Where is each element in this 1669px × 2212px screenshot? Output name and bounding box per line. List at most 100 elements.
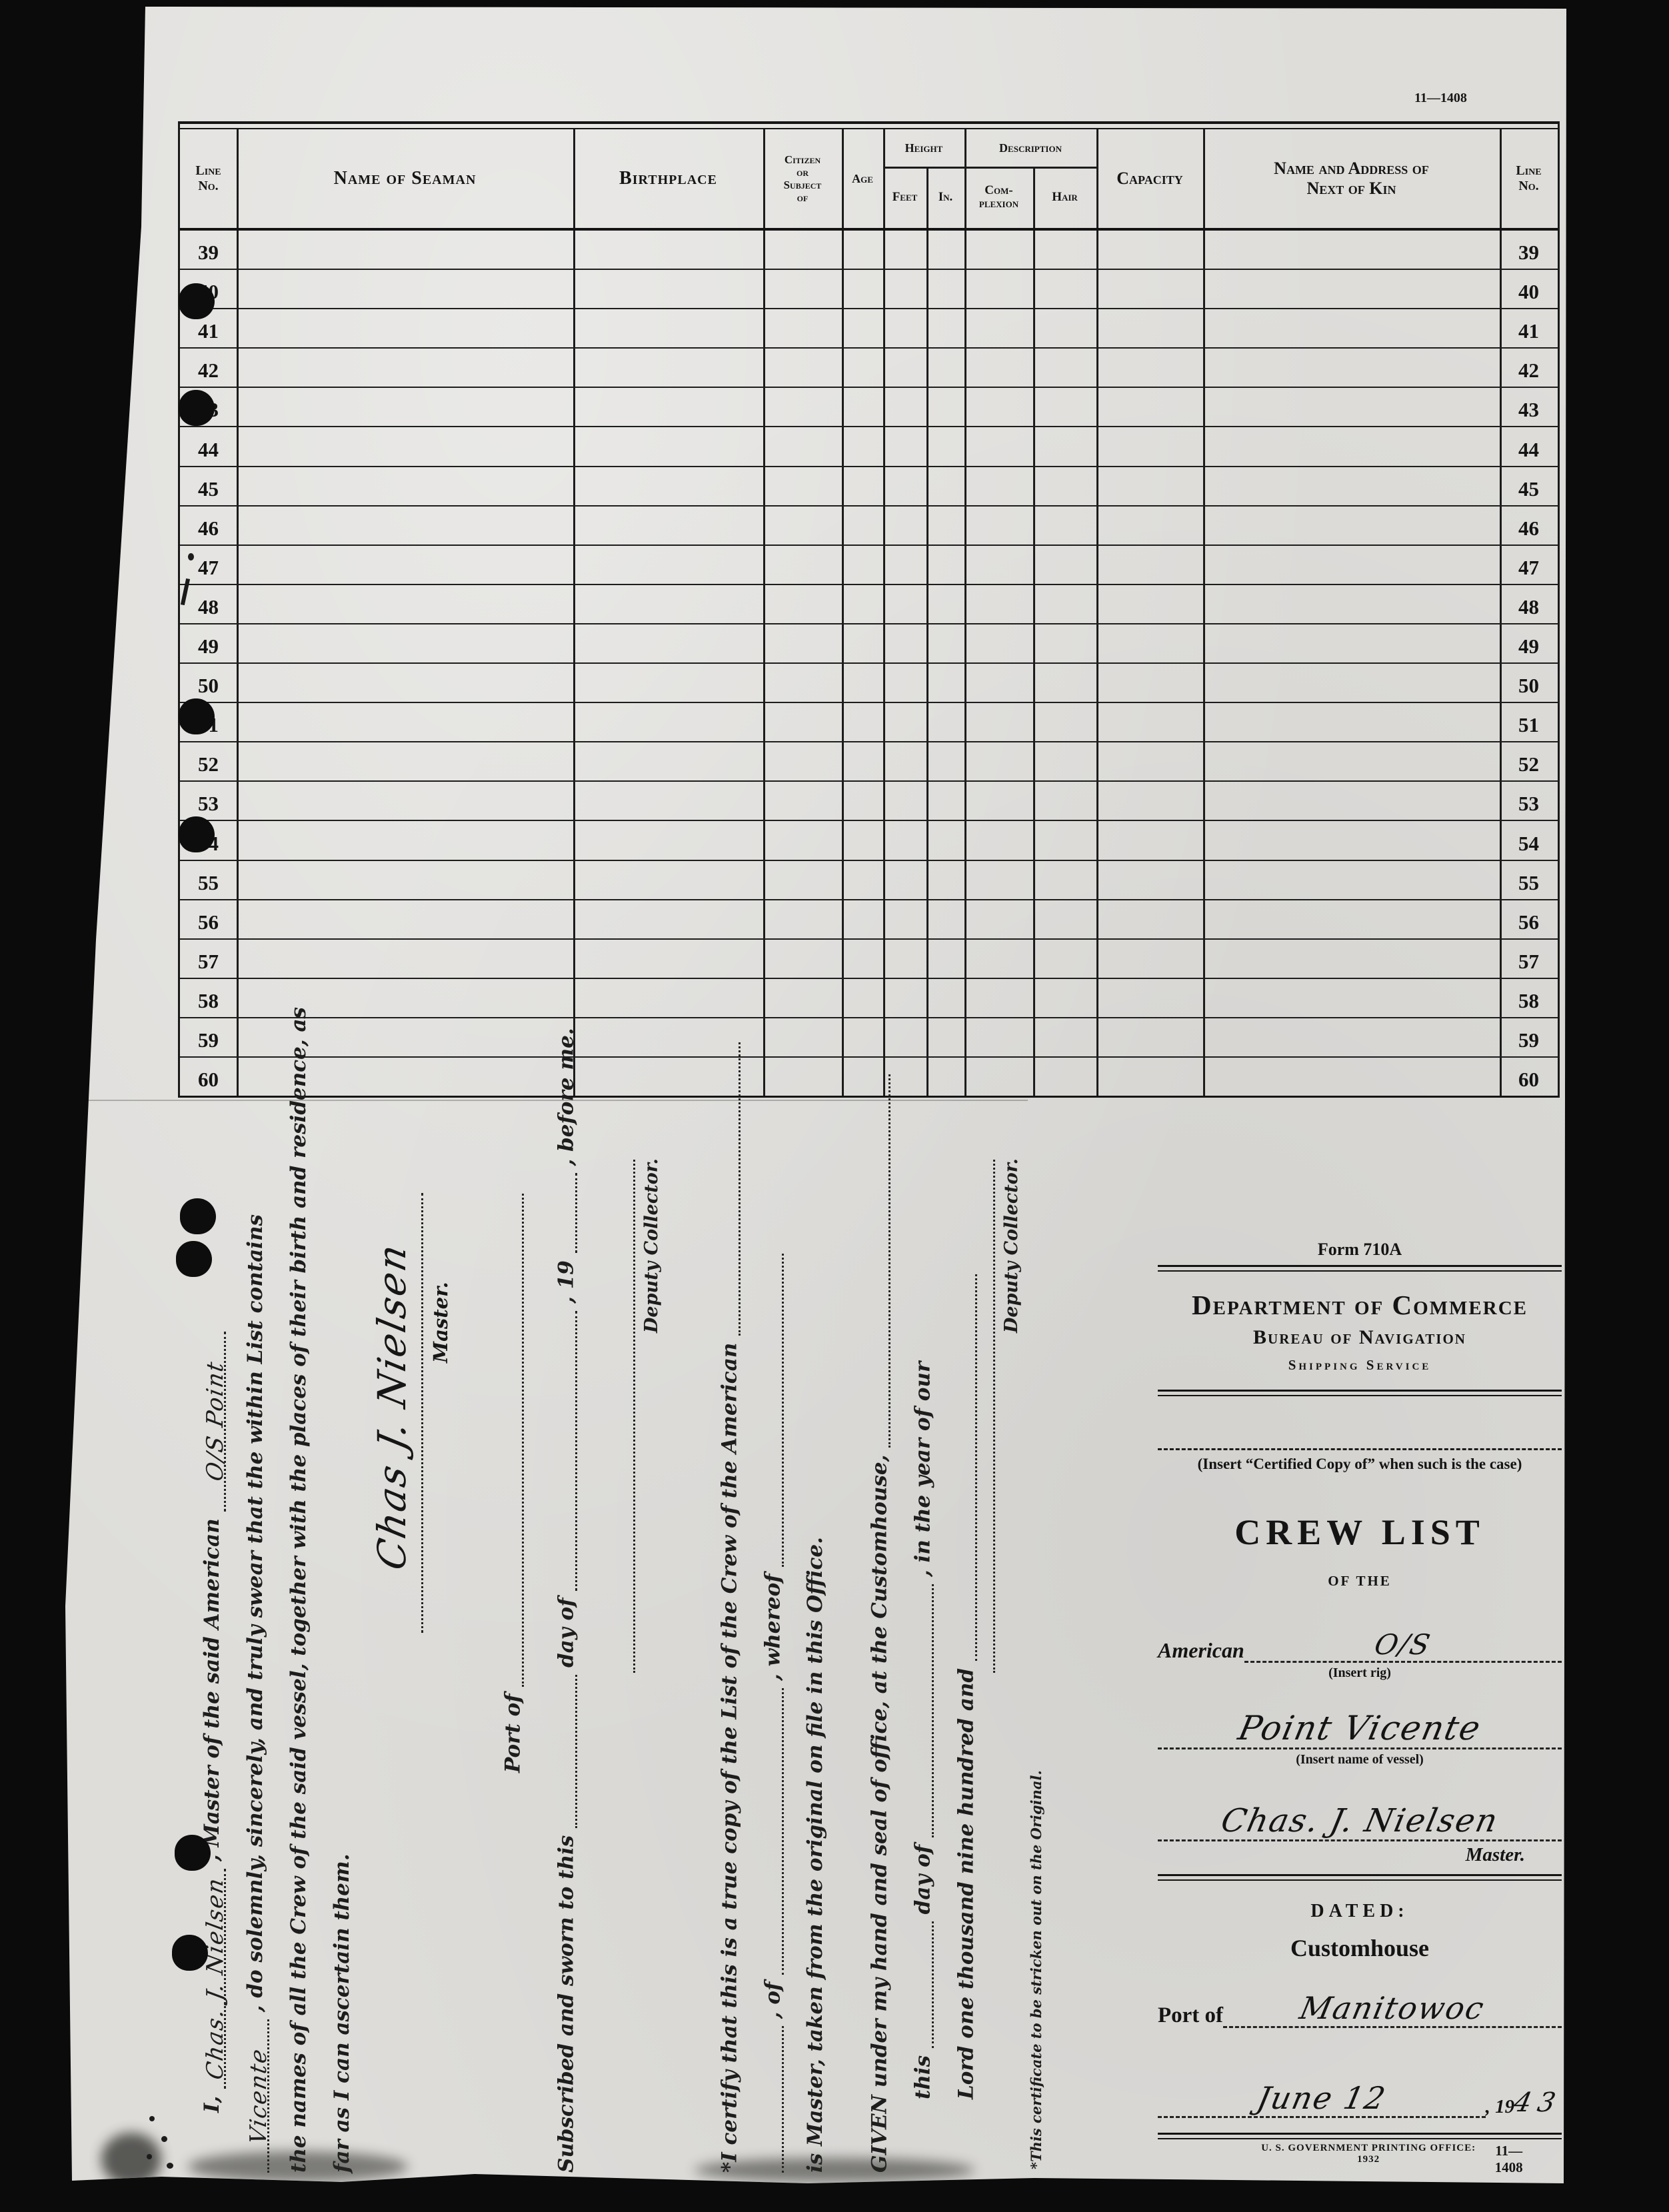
- column-rule: [883, 270, 885, 309]
- table-row: 43 43: [180, 388, 1558, 428]
- column-rule: [763, 231, 765, 269]
- table-row: 56 56: [180, 900, 1558, 940]
- header-inches: In.: [938, 190, 953, 204]
- row-line-number-right: 58: [1518, 988, 1539, 1012]
- column-rule: [237, 939, 239, 978]
- column-rule: [1203, 821, 1205, 860]
- form-code-top: 11—1408: [1414, 91, 1467, 105]
- row-line-number-right: 42: [1518, 359, 1539, 383]
- row-line-number-right: 59: [1518, 1028, 1539, 1052]
- form-code-bottom: 11—1408: [1494, 2143, 1523, 2175]
- date-entry-row: June 12 , 19 43: [1158, 2080, 1565, 2118]
- column-rule: [964, 129, 966, 228]
- deputy-collector-label-2: Deputy Collector.: [1001, 1158, 1022, 1333]
- column-rule: [964, 1057, 966, 1096]
- column-rule: [573, 467, 575, 505]
- column-rule: [1500, 782, 1502, 820]
- handwritten-date: June 12: [1254, 2080, 1390, 2116]
- column-rule: [926, 782, 928, 820]
- height-description-divider: [883, 167, 1096, 169]
- column-rule: [763, 821, 765, 860]
- column-rule: [964, 978, 966, 1017]
- column-rule: [964, 782, 966, 820]
- edge-smudge: [188, 2151, 408, 2182]
- column-rule: [883, 427, 885, 466]
- column-rule: [763, 742, 765, 781]
- column-rule: [763, 270, 765, 309]
- column-rule: [842, 1018, 844, 1056]
- column-rule: [1500, 231, 1502, 269]
- table-row: 45 45: [180, 467, 1558, 507]
- given-line-3: Lord one thousand nine hundred and: [953, 1274, 978, 2099]
- column-rule: [1096, 978, 1098, 1017]
- dated-label: DATED:: [1310, 1901, 1409, 1921]
- column-rule: [573, 900, 575, 938]
- punch-hole: [172, 1935, 208, 1971]
- crew-table: Line No. Name of Seaman Birthplace Citiz…: [178, 121, 1560, 1098]
- column-rule: [964, 664, 966, 702]
- column-rule: [1033, 742, 1035, 781]
- column-rule: [763, 939, 765, 978]
- column-rule: [964, 939, 966, 978]
- master-signature-row: Chas. J. Nielsen: [1158, 1802, 1562, 1841]
- ink-speck: [167, 2163, 173, 2169]
- column-rule: [964, 703, 966, 742]
- column-rule: [842, 309, 844, 348]
- column-rule: [1203, 939, 1205, 978]
- row-line-number-right: 49: [1518, 634, 1539, 658]
- column-rule: [842, 782, 844, 820]
- column-rule: [1033, 900, 1035, 938]
- table-row: 53 53: [180, 782, 1558, 822]
- column-rule: [1096, 624, 1098, 663]
- header-line-no-right: Line No.: [1516, 163, 1542, 193]
- column-rule: [763, 309, 765, 348]
- row-line-number-left: 39: [198, 241, 219, 265]
- column-rule: [842, 939, 844, 978]
- row-line-number-left: 58: [198, 988, 219, 1012]
- crew-list-cover-panel: Form 710A Department of Commerce Bureau …: [1158, 1240, 1565, 2176]
- column-rule: [763, 1018, 765, 1056]
- column-rule: [964, 821, 966, 860]
- column-rule: [1096, 231, 1098, 269]
- column-rule: [964, 624, 966, 663]
- column-rule: [964, 1018, 966, 1056]
- row-line-number-right: 50: [1518, 674, 1539, 698]
- column-rule: [1203, 664, 1205, 702]
- port-of-label: Port of: [1158, 2003, 1224, 2027]
- column-rule: [883, 388, 885, 427]
- double-rule: [1158, 1874, 1562, 1881]
- punch-hole: [179, 390, 215, 426]
- certified-copy-note: (Insert “Certified Copy of” when such is…: [1197, 1456, 1522, 1472]
- handwritten-vessel-carry: Vicente: [245, 2045, 272, 2147]
- column-rule: [1096, 900, 1098, 938]
- column-rule: [1203, 1018, 1205, 1056]
- column-rule: [1500, 427, 1502, 466]
- column-rule: [763, 1057, 765, 1096]
- column-rule: [237, 782, 239, 820]
- row-line-number-right: 46: [1518, 516, 1539, 540]
- column-rule: [926, 664, 928, 702]
- column-rule: [1033, 349, 1035, 387]
- column-rule: [883, 939, 885, 978]
- header-age: Age: [852, 171, 873, 185]
- port-entry-row: Port of Manitowoc: [1158, 1990, 1562, 2028]
- table-row: 50 50: [180, 664, 1558, 704]
- deputy-signature-rule: [633, 1160, 635, 1673]
- column-rule: [842, 703, 844, 742]
- column-rule: [1033, 388, 1035, 427]
- column-rule: [842, 821, 844, 860]
- column-rule: [1096, 860, 1098, 899]
- column-rule: [1033, 506, 1035, 545]
- column-rule: [1096, 703, 1098, 742]
- row-line-number-left: 53: [198, 792, 219, 816]
- table-top-rule: [180, 128, 1558, 129]
- column-rule: [763, 427, 765, 466]
- column-rule: [1500, 545, 1502, 584]
- column-rule: [926, 270, 928, 309]
- column-rule: [573, 388, 575, 427]
- department-title: Department of Commerce: [1192, 1290, 1528, 1320]
- column-rule: [573, 742, 575, 781]
- row-line-number-right: 55: [1518, 870, 1539, 894]
- column-rule: [1203, 231, 1205, 269]
